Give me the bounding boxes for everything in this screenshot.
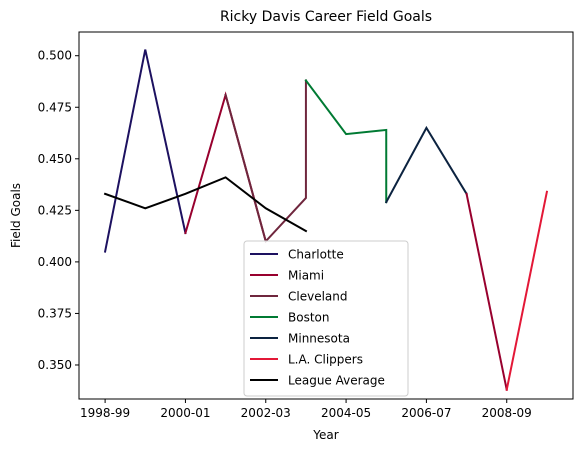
legend-label-minnesota: Minnesota	[288, 332, 350, 346]
x-tick-label: 2008-09	[482, 406, 532, 420]
y-axis-title: Field Goals	[9, 183, 23, 248]
x-tick-label: 2000-01	[160, 406, 210, 420]
y-axis: 0.350 0.375 0.400 0.425 0.450 0.475 0.500	[38, 49, 79, 372]
legend-label-l-a-clippers: L.A. Clippers	[288, 353, 363, 367]
series-line-miami-1	[184, 91, 267, 243]
series-layer	[103, 49, 549, 391]
series-line-boston-3	[304, 79, 388, 204]
y-tick-label: 0.375	[38, 306, 72, 320]
series-line-miami-5	[465, 192, 508, 391]
legend: Charlotte Miami Cleveland Boston Minnesota L.…	[243, 240, 409, 397]
series-line-league-average-7	[103, 176, 308, 233]
y-tick-label: 0.450	[38, 152, 72, 166]
series-line-l-a-clippers-6	[505, 190, 549, 391]
y-tick-label: 0.500	[38, 49, 72, 63]
x-tick-label: 2004-05	[321, 406, 371, 420]
series-line-cleveland-2	[224, 79, 307, 244]
chart-title: Ricky Davis Career Field Goals	[220, 9, 432, 25]
y-tick-label: 0.425	[38, 203, 72, 217]
series-line-minnesota-4	[384, 125, 468, 204]
x-tick-label: 2002-03	[241, 406, 291, 420]
legend-label-cleveland: Cleveland	[288, 290, 348, 304]
legend-frame	[243, 240, 409, 397]
x-axis: 1998-99 2000-01 2002-03 2004-05 2006-07 2008-…	[80, 399, 532, 420]
plot-frame	[78, 31, 574, 400]
legend-label-league-average: League Average	[288, 374, 385, 388]
series-line-charlotte-0	[103, 49, 187, 253]
legend-label-boston: Boston	[288, 311, 329, 325]
x-axis-title: Year	[312, 428, 338, 442]
legend-label-charlotte: Charlotte	[288, 248, 344, 262]
x-tick-label: 1998-99	[80, 406, 130, 420]
x-tick-label: 2006-07	[401, 406, 451, 420]
y-tick-label: 0.400	[38, 255, 72, 269]
y-tick-label: 0.475	[38, 100, 72, 114]
y-tick-label: 0.350	[38, 358, 72, 372]
legend-label-miami: Miami	[288, 269, 324, 283]
